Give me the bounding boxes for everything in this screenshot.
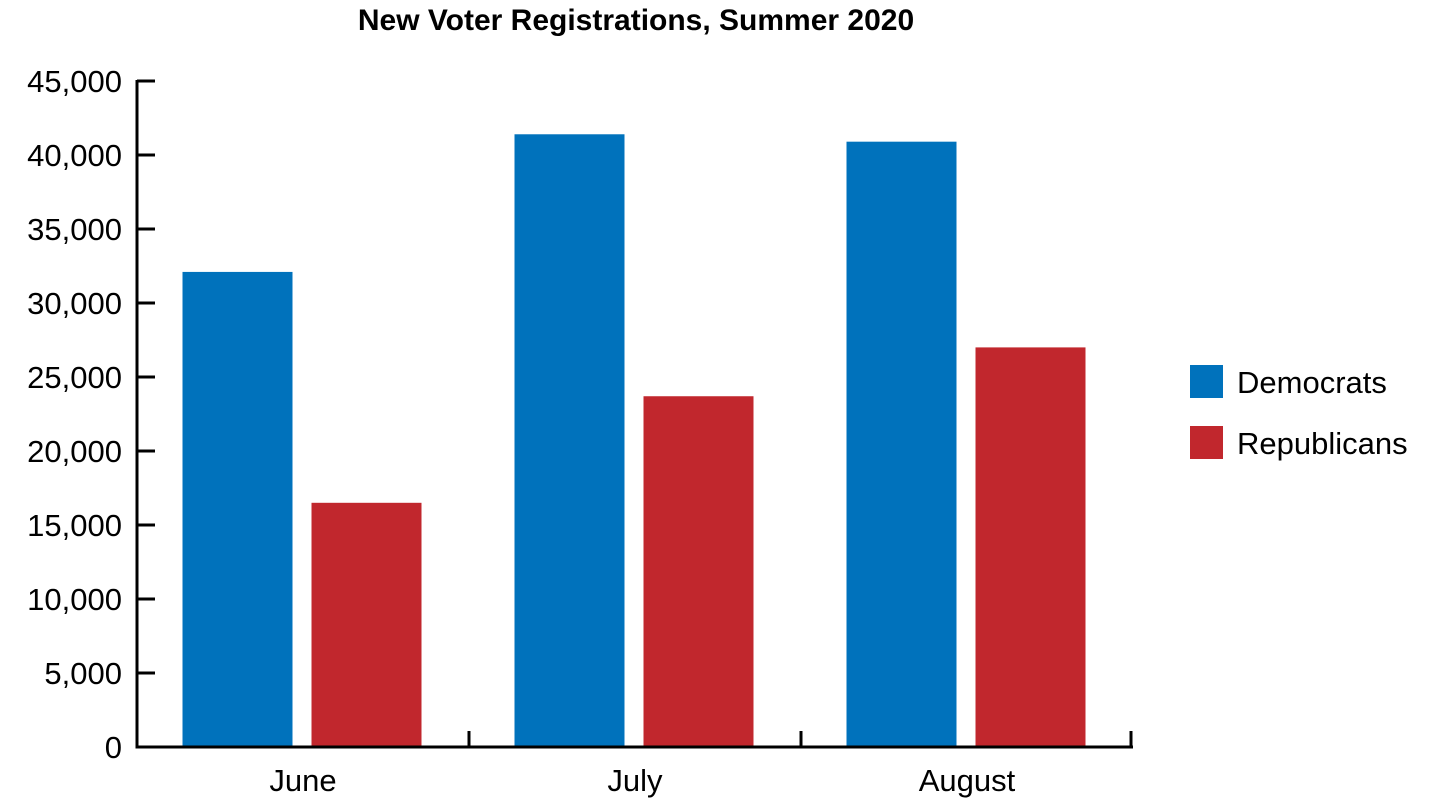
x-axis-ticks: June July August [269,731,1133,798]
bar-republicans-august [975,347,1086,747]
y-tick-label: 0 [105,730,122,765]
bar-democrats-june [182,271,293,747]
chart-title: New Voter Registrations, Summer 2020 [358,4,914,37]
y-tick-label: 5,000 [44,656,122,691]
bar-democrats-july [514,134,625,747]
y-tick-label: 10,000 [27,582,122,617]
x-tick-label: July [607,763,663,798]
axes [135,80,1133,749]
y-tick-label: 40,000 [27,138,122,173]
y-tick-label: 15,000 [27,508,122,543]
y-tick-label: 25,000 [27,360,122,395]
legend-label-democrats: Democrats [1237,365,1387,400]
legend: Democrats Republicans [1190,365,1408,461]
bar-republicans-july [643,396,754,747]
x-tick-label: June [269,763,336,798]
legend-label-republicans: Republicans [1237,426,1408,461]
y-axis-ticks: 0 5,000 10,000 15,000 20,000 25,000 30,000 35,0… [27,64,155,765]
y-tick-label: 30,000 [27,286,122,321]
y-tick-label: 35,000 [27,212,122,247]
legend-swatch-republicans [1190,426,1223,459]
bars-group [182,134,1086,747]
bar-democrats-august [846,141,957,747]
x-tick-label: August [919,763,1016,798]
y-tick-label: 45,000 [27,64,122,99]
legend-swatch-democrats [1190,365,1223,398]
y-tick-label: 20,000 [27,434,122,469]
bar-republicans-june [311,502,422,747]
